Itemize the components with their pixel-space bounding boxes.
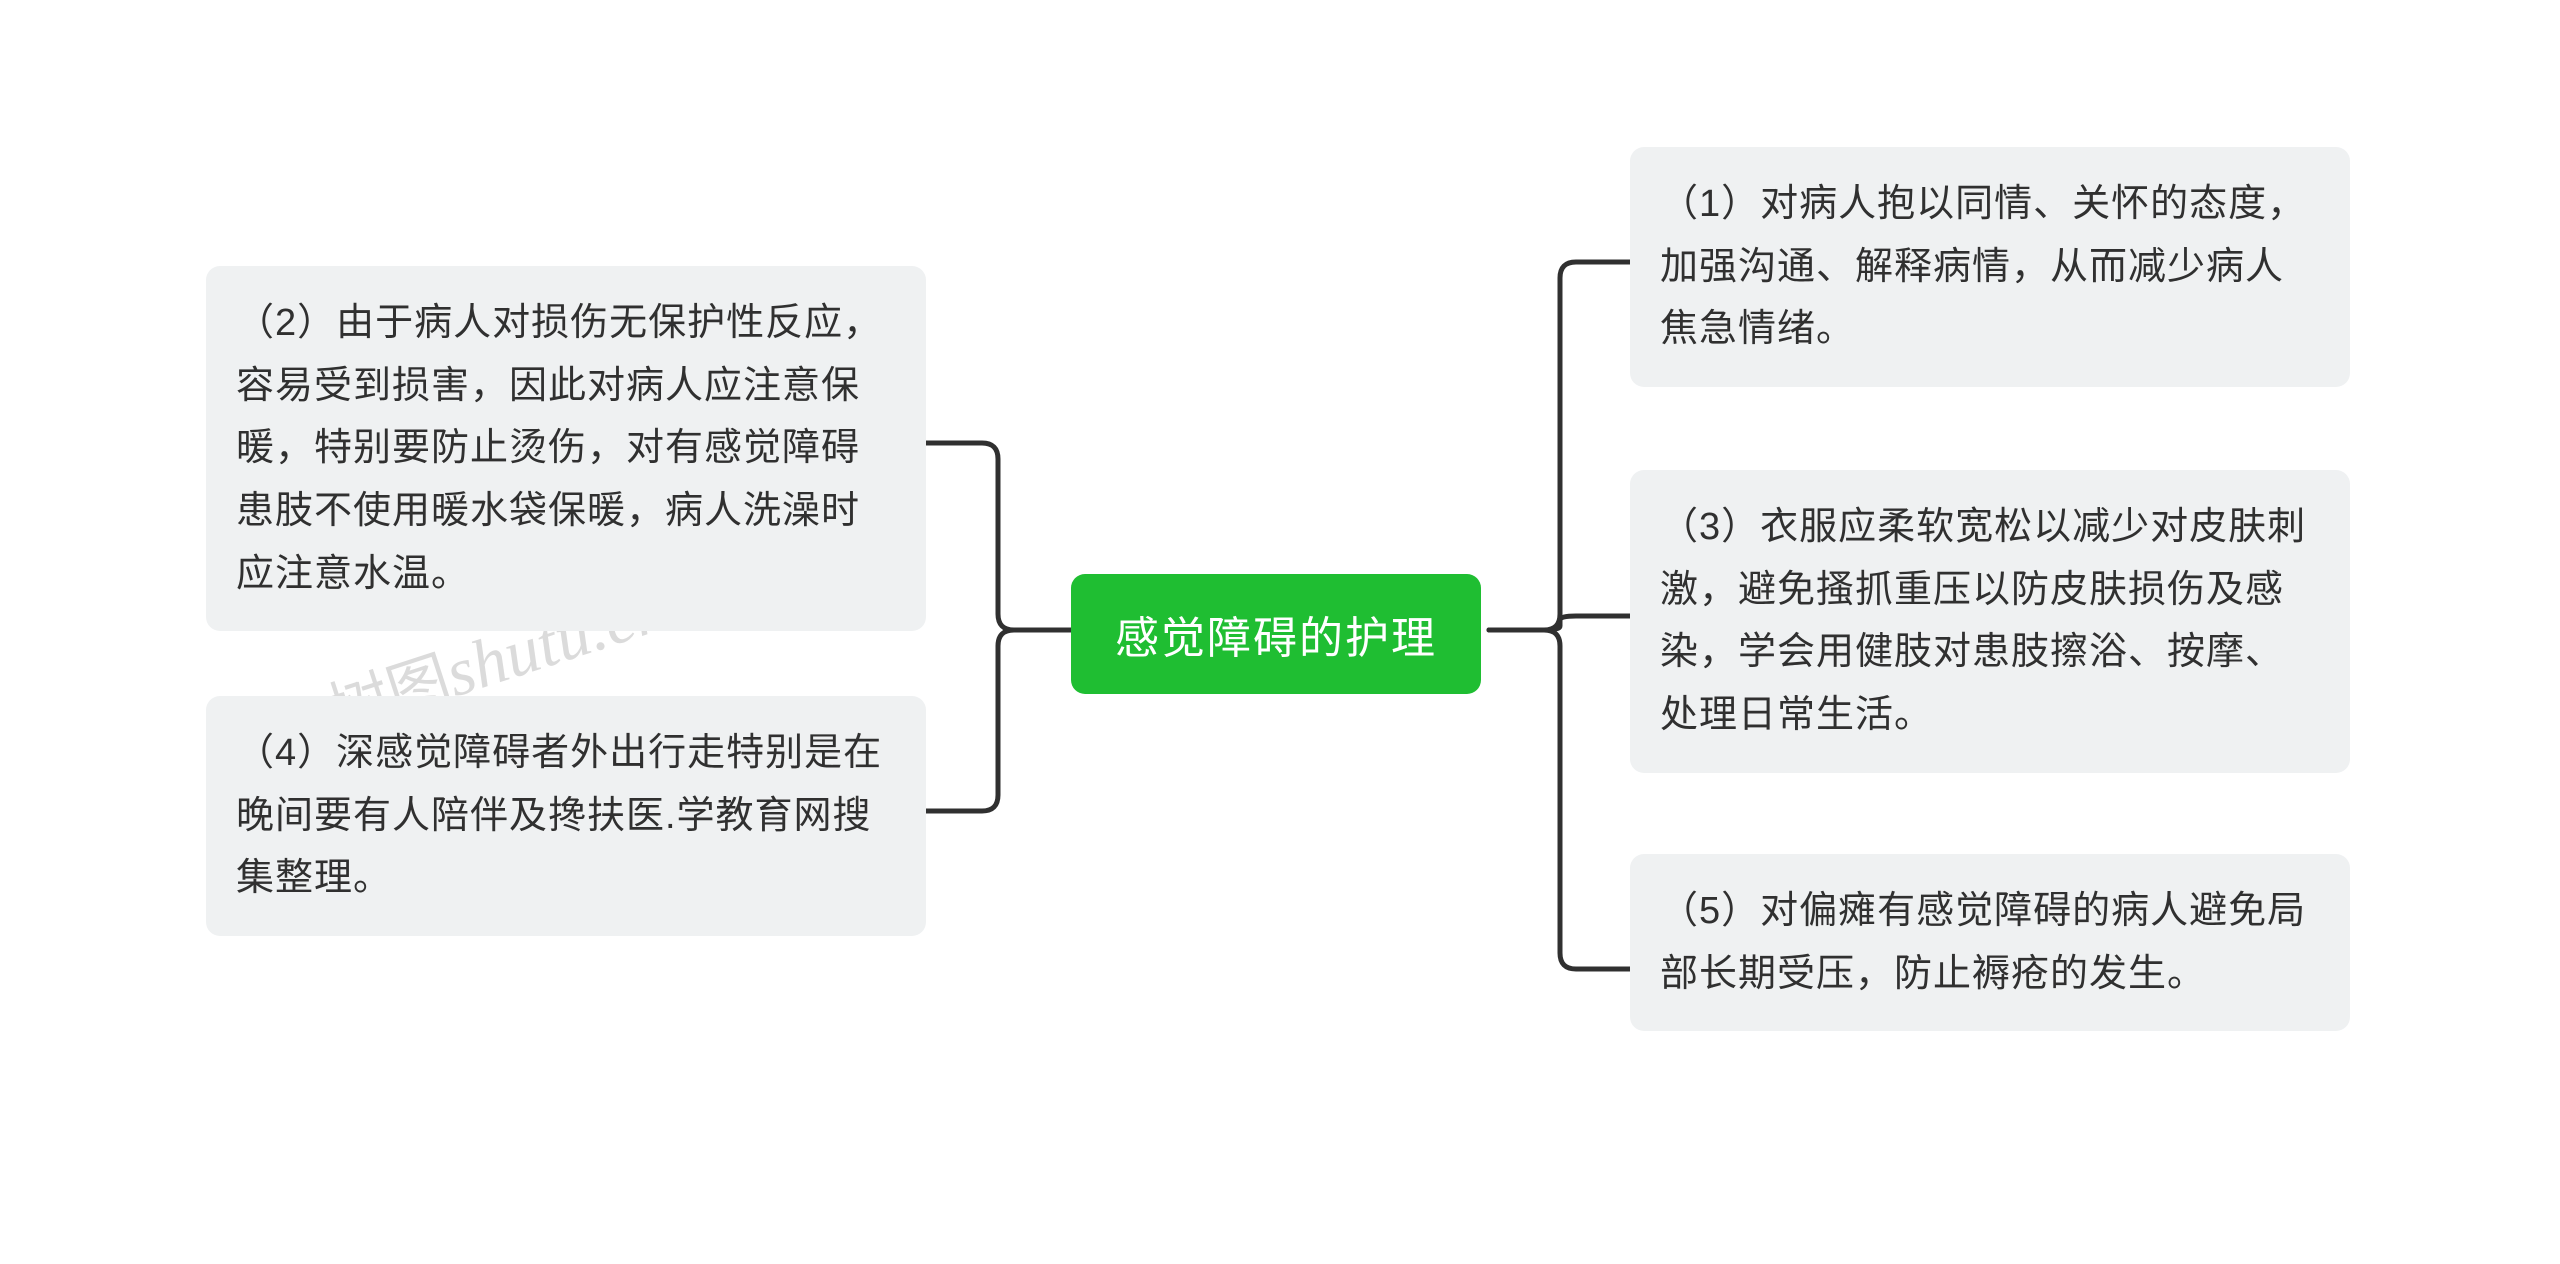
center-node[interactable]: 感觉障碍的护理 [1071,574,1481,694]
center-node-label: 感觉障碍的护理 [1115,614,1437,663]
leaf-node-1[interactable]: （1）对病人抱以同情、关怀的态度，加强沟通、解释病情，从而减少病人焦急情绪。 [1630,147,2350,387]
leaf-node-1-text: （1）对病人抱以同情、关怀的态度，加强沟通、解释病情，从而减少病人焦急情绪。 [1660,183,2306,350]
leaf-node-2[interactable]: （2）由于病人对损伤无保护性反应，容易受到损害，因此对病人应注意保暖，特别要防止… [206,266,926,631]
leaf-node-4[interactable]: （4）深感觉障碍者外出行走特别是在晚间要有人陪伴及搀扶医.学教育网搜集整理。 [206,696,926,936]
mindmap-canvas: 树图shutu.cn 树图shutu.cn 感觉障碍的护理 （2）由于病人对损伤… [0,0,2560,1264]
leaf-node-3-text: （3）衣服应柔软宽松以减少对皮肤刺激，避免搔抓重压以防皮肤损伤及感染，学会用健肢… [1660,506,2306,736]
leaf-node-5[interactable]: （5）对偏瘫有感觉障碍的病人避免局部长期受压，防止褥疮的发生。 [1630,854,2350,1031]
leaf-node-5-text: （5）对偏瘫有感觉障碍的病人避免局部长期受压，防止褥疮的发生。 [1660,890,2306,995]
leaf-node-3[interactable]: （3）衣服应柔软宽松以减少对皮肤刺激，避免搔抓重压以防皮肤损伤及感染，学会用健肢… [1630,470,2350,773]
leaf-node-2-text: （2）由于病人对损伤无保护性反应，容易受到损害，因此对病人应注意保暖，特别要防止… [236,302,882,595]
leaf-node-4-text: （4）深感觉障碍者外出行走特别是在晚间要有人陪伴及搀扶医.学教育网搜集整理。 [236,732,882,899]
